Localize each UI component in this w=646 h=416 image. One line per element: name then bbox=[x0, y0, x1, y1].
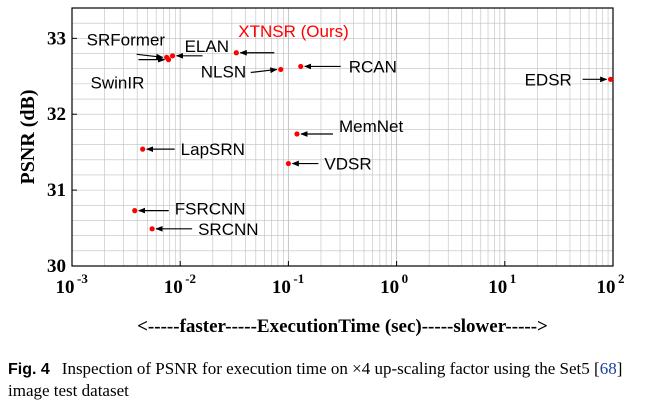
x-tick-label: 10 bbox=[597, 277, 616, 298]
annotation-arrow bbox=[136, 53, 164, 60]
data-point bbox=[149, 226, 155, 232]
plot-frame bbox=[71, 7, 614, 267]
x-tick-exponent: -1 bbox=[293, 271, 304, 286]
point-label: SwinIR bbox=[91, 74, 145, 93]
data-point bbox=[233, 50, 239, 56]
y-tick-label: 33 bbox=[47, 28, 66, 49]
x-tick-exponent: 2 bbox=[618, 271, 625, 286]
x-tick-exponent: -2 bbox=[185, 271, 196, 286]
x-tick-label: 10 bbox=[380, 277, 399, 298]
point-label: EDSR bbox=[525, 70, 572, 89]
figure-caption: Fig. 4 Inspection of PSNR for execution t… bbox=[8, 358, 640, 401]
point-label: FSRCNN bbox=[175, 200, 246, 219]
point-label: SRFormer bbox=[87, 30, 166, 49]
caption-reference: 68 bbox=[599, 359, 617, 378]
data-point bbox=[165, 57, 172, 63]
x-tick-label: 10 bbox=[56, 277, 75, 298]
x-tick-exponent: 1 bbox=[510, 271, 517, 286]
point-label: LapSRN bbox=[181, 140, 245, 159]
x-tick-label: 10 bbox=[164, 277, 183, 298]
data-point bbox=[294, 131, 300, 137]
grid-lines bbox=[71, 7, 613, 267]
y-tick-labels: 30 31 32 33 bbox=[47, 28, 77, 277]
data-point bbox=[298, 63, 304, 70]
y-axis-label: PSNR (dB) bbox=[17, 89, 39, 184]
point-label: ELAN bbox=[185, 37, 229, 56]
x-tick-exponent: 0 bbox=[402, 271, 409, 286]
data-point bbox=[169, 53, 176, 59]
annotation-arrow bbox=[250, 67, 278, 74]
caption-text-2: 4 up-scaling factor using the Set5 [ bbox=[361, 359, 600, 378]
point-label: RCAN bbox=[349, 57, 397, 76]
data-point bbox=[132, 208, 138, 214]
data-point bbox=[285, 160, 291, 167]
point-label: SRCNN bbox=[198, 220, 258, 239]
x-tick-labels: 10 -3 10 -2 10 -1 10 0 10 1 10 2 bbox=[56, 261, 625, 298]
data-point bbox=[607, 76, 614, 82]
x-tick-label: 10 bbox=[272, 277, 291, 298]
caption-times: × bbox=[352, 359, 362, 378]
point-label: XTNSR (Ours) bbox=[238, 22, 349, 41]
caption-text-3: ] image test dataset bbox=[8, 359, 623, 400]
y-tick-label: 30 bbox=[47, 256, 66, 277]
data-points: SRFormer ELAN SwinIR XTNSR (Ours) NLSN RCAN ED… bbox=[87, 22, 614, 239]
y-tick-label: 32 bbox=[47, 104, 66, 125]
caption-text-1: Inspection of PSNR for execution time on bbox=[61, 359, 353, 378]
x-tick-label: 10 bbox=[488, 277, 507, 298]
point-label: MemNet bbox=[339, 117, 404, 136]
x-tick-exponent: -3 bbox=[77, 271, 88, 286]
y-tick-label: 31 bbox=[47, 180, 66, 201]
data-point bbox=[278, 66, 284, 73]
x-axis-label: <-----faster-----ExecutionTime (sec)----… bbox=[137, 316, 548, 337]
point-label: VDSR bbox=[324, 155, 371, 174]
point-label: NLSN bbox=[201, 62, 246, 81]
figure-label: Fig. 4 bbox=[8, 361, 50, 378]
data-point bbox=[140, 146, 146, 152]
